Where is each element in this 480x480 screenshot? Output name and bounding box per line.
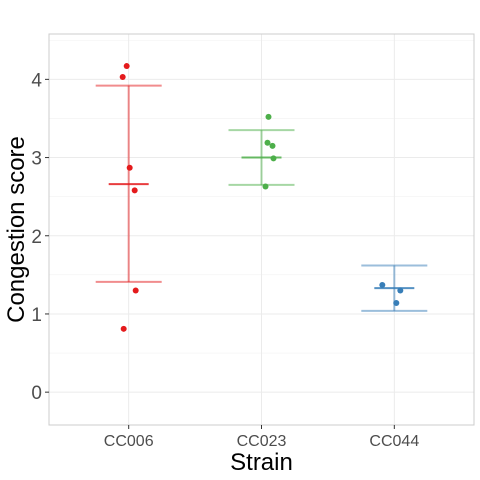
y-axis-title: Congestion score [3, 136, 30, 323]
y-tick-label: 4 [31, 70, 42, 91]
data-point [393, 300, 400, 307]
x-tick-label: CC006 [104, 433, 154, 450]
data-point [265, 113, 272, 120]
x-tick-label: CC044 [369, 433, 419, 450]
data-point [262, 183, 269, 190]
data-point [120, 325, 127, 332]
data-point [126, 164, 133, 171]
y-tick-label: 1 [31, 305, 42, 326]
data-point [123, 63, 130, 70]
data-point [132, 287, 139, 294]
data-point [269, 142, 276, 149]
y-tick-label: 3 [31, 149, 42, 170]
data-point [119, 74, 126, 81]
series-CC023 [228, 113, 295, 190]
y-tick-label: 2 [31, 227, 42, 248]
x-axis-title: Strain [230, 449, 293, 476]
series-CC006 [95, 63, 162, 332]
data-layer [95, 63, 428, 332]
data-point [264, 139, 271, 146]
data-point [379, 282, 386, 289]
series-CC044 [361, 264, 428, 312]
y-tick-label: 0 [31, 383, 42, 404]
x-tick-label: CC023 [237, 433, 287, 450]
data-point [131, 187, 138, 194]
data-point [270, 155, 277, 162]
axes: 0 1 2 3 4 CC006 CC023 CC044 [31, 70, 419, 450]
data-point [397, 287, 404, 294]
